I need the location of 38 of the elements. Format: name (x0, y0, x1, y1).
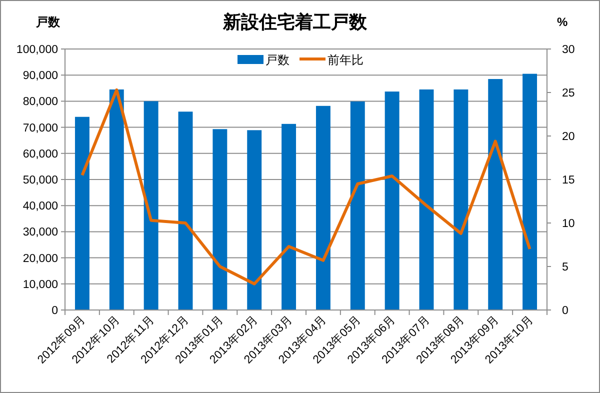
bar (350, 101, 365, 310)
bar (384, 92, 400, 310)
bar (454, 89, 468, 310)
y-tick-label: 50,000 (22, 174, 58, 186)
bar (522, 74, 538, 310)
bar (247, 130, 262, 310)
chart-title: 新設住宅着工戸数 (222, 12, 368, 32)
y-tick-label: 90,000 (22, 70, 58, 82)
y-tick-label: 100,000 (16, 44, 58, 56)
legend-label: 前年比 (328, 53, 364, 67)
bar (178, 112, 193, 310)
y2-axis-title: % (557, 15, 568, 29)
y-tick-label: 40,000 (22, 200, 58, 213)
y-tick-label: 30,000 (22, 226, 58, 239)
bar (212, 129, 228, 310)
y-axis-title: 戸数 (35, 15, 61, 29)
y-tick-label: 20,000 (22, 252, 58, 265)
legend-label: 戸数 (266, 53, 290, 67)
y-tick-label: 70,000 (22, 122, 58, 134)
bar (144, 101, 158, 310)
y2-tick-label: 30 (562, 44, 575, 56)
bar (316, 106, 330, 310)
bar (419, 89, 434, 310)
y2-tick-label: 15 (562, 174, 575, 186)
bar (282, 124, 296, 310)
bar (109, 89, 124, 310)
y2-tick-label: 20 (562, 131, 575, 143)
y-tick-label: 10,000 (22, 278, 58, 291)
y2-tick-label: 5 (562, 262, 568, 274)
y-tick-label: 80,000 (22, 96, 58, 108)
y2-tick-label: 25 (562, 88, 575, 100)
bar (488, 79, 503, 310)
y2-tick-label: 0 (562, 305, 568, 317)
line-series (80, 88, 532, 286)
y2-tick-label: 10 (562, 218, 575, 230)
y-tick-label: 0 (52, 305, 58, 317)
bar (74, 116, 90, 310)
y-tick-label: 60,000 (22, 148, 58, 160)
